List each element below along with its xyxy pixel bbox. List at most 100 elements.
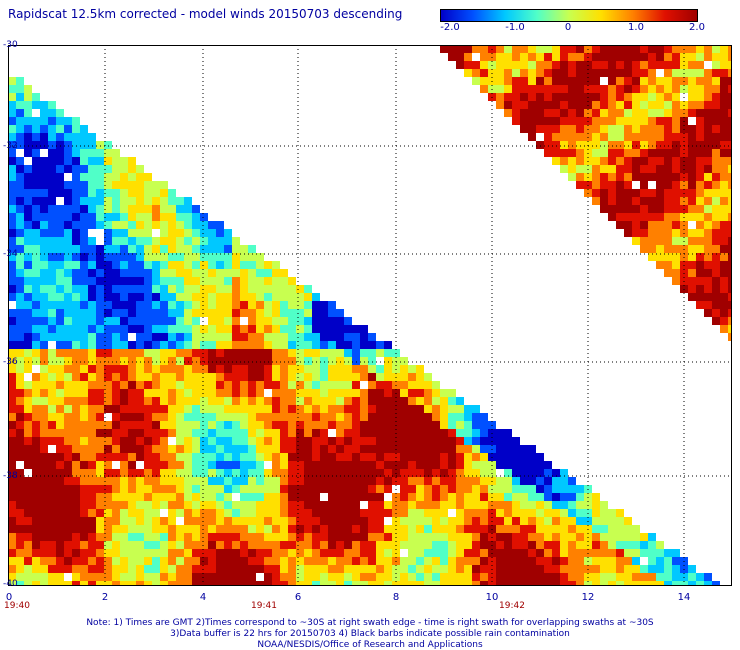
swath-cell — [184, 437, 192, 445]
swath-cell — [672, 109, 680, 117]
swath-cell — [368, 557, 376, 565]
swath-cell — [640, 189, 648, 197]
swath-cell — [728, 157, 732, 165]
swath-cell — [616, 509, 624, 517]
swath-cell — [656, 573, 664, 581]
swath-cell — [432, 573, 440, 581]
swath-cell — [528, 125, 536, 133]
swath-cell — [696, 581, 704, 586]
swath-cell — [456, 581, 464, 586]
swath-cell — [80, 557, 88, 565]
swath-cell — [600, 565, 608, 573]
swath-cell — [336, 509, 344, 517]
swath-cell — [720, 213, 728, 221]
swath-cell — [472, 581, 480, 586]
swath-cell — [456, 437, 464, 445]
swath-cell — [344, 573, 352, 581]
swath-cell — [256, 549, 264, 557]
swath-cell — [648, 77, 656, 85]
swath-cell — [536, 141, 544, 149]
swath-cell — [208, 573, 216, 581]
swath-cell — [104, 557, 112, 565]
swath-cell — [144, 533, 152, 541]
swath-cell — [688, 165, 696, 173]
swath-cell — [472, 413, 480, 421]
swath-cell — [256, 405, 264, 413]
swath-cell — [280, 293, 288, 301]
swath-cell — [464, 493, 472, 501]
swath-cell — [560, 501, 568, 509]
swath-cell — [312, 557, 320, 565]
swath-cell — [288, 357, 296, 365]
swath-cell — [32, 293, 40, 301]
swath-cell — [608, 157, 616, 165]
swath-cell — [592, 173, 600, 181]
swath-cell — [416, 525, 424, 533]
swath-cell — [120, 245, 128, 253]
swath-cell — [96, 245, 104, 253]
swath-cell — [272, 493, 280, 501]
swath-cell — [688, 205, 696, 213]
swath-cell — [168, 429, 176, 437]
swath-cell — [520, 109, 528, 117]
swath-cell — [128, 269, 136, 277]
swath-cell — [448, 413, 456, 421]
swath-cell — [32, 341, 40, 349]
swath-cell — [256, 285, 264, 293]
swath-cell — [64, 125, 72, 133]
swath-cell — [680, 581, 688, 586]
swath-cell — [608, 189, 616, 197]
swath-cell — [152, 549, 160, 557]
swath-cell — [368, 501, 376, 509]
swath-cell — [168, 421, 176, 429]
swath-cell — [48, 509, 56, 517]
swath-cell — [136, 197, 144, 205]
swath-cell — [112, 493, 120, 501]
swath-cell — [608, 565, 616, 573]
swath-cell — [232, 269, 240, 277]
swath-cell — [216, 533, 224, 541]
swath-cell — [304, 533, 312, 541]
swath-cell — [336, 533, 344, 541]
swath-cell — [688, 101, 696, 109]
swath-cell — [136, 533, 144, 541]
swath-cell — [448, 485, 456, 493]
swath-cell — [128, 469, 136, 477]
swath-cell — [176, 213, 184, 221]
swath-cell — [48, 189, 56, 197]
swath-cell — [32, 157, 40, 165]
swath-cell — [160, 389, 168, 397]
swath-cell — [64, 525, 72, 533]
swath-cell — [464, 469, 472, 477]
swath-cell — [200, 477, 208, 485]
swath-cell — [8, 565, 16, 573]
swath-cell — [40, 293, 48, 301]
swath-cell — [24, 485, 32, 493]
swath-cell — [184, 445, 192, 453]
swath-cell — [160, 221, 168, 229]
swath-cell — [528, 445, 536, 453]
swath-cell — [336, 501, 344, 509]
swath-cell — [8, 93, 16, 101]
swath-cell — [704, 109, 712, 117]
swath-cell — [360, 517, 368, 525]
swath-cell — [152, 181, 160, 189]
swath-cell — [208, 525, 216, 533]
swath-cell — [424, 525, 432, 533]
swath-cell — [104, 293, 112, 301]
swath-cell — [144, 181, 152, 189]
swath-cell — [40, 285, 48, 293]
swath-cell — [576, 485, 584, 493]
swath-cell — [560, 477, 568, 485]
swath-cell — [376, 445, 384, 453]
swath-cell — [48, 269, 56, 277]
swath-cell — [216, 245, 224, 253]
swath-cell — [624, 61, 632, 69]
swath-cell — [104, 269, 112, 277]
swath-cell — [656, 141, 664, 149]
swath-cell — [160, 477, 168, 485]
swath-cell — [24, 573, 32, 581]
swath-cell — [496, 549, 504, 557]
swath-cell — [128, 493, 136, 501]
swath-cell — [192, 285, 200, 293]
